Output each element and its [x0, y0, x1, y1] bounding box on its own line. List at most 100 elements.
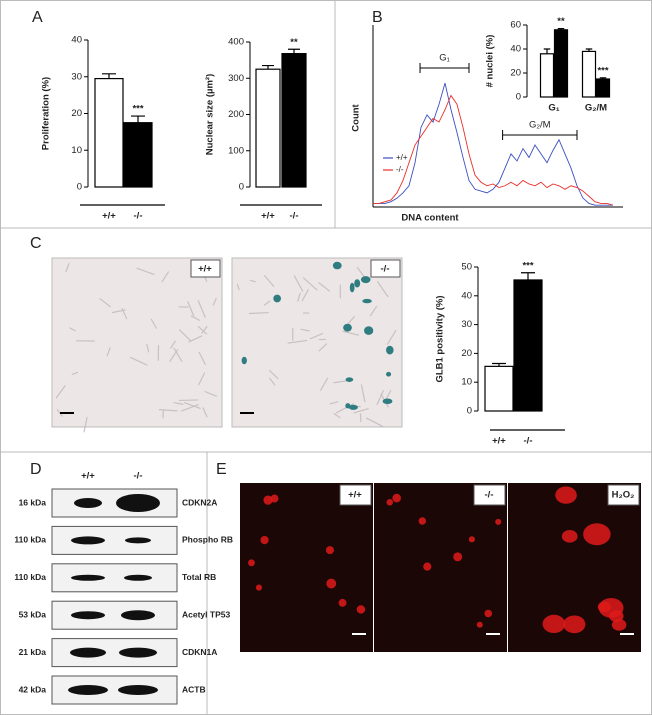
cell — [309, 332, 323, 340]
x-tick-label: +/+ — [492, 436, 506, 447]
cell — [287, 339, 308, 344]
bar — [539, 53, 555, 98]
error-bar — [492, 362, 506, 367]
cell — [169, 340, 177, 349]
image-label: H₂O₂ — [612, 490, 635, 501]
y-tick-label: 10 — [71, 145, 82, 156]
y-tick-label: 200 — [228, 109, 244, 120]
x-tick-label: -/- — [524, 436, 533, 447]
cell — [106, 347, 111, 357]
cell — [129, 356, 148, 366]
lane-label: +/+ — [81, 471, 95, 482]
cell — [202, 407, 208, 418]
label-box — [190, 259, 221, 278]
nucleus — [260, 535, 269, 545]
cell — [150, 318, 158, 329]
y-axis-label: Count — [351, 103, 362, 131]
y-tick-label: 300 — [228, 73, 244, 84]
nucleus — [248, 559, 255, 567]
label-box — [473, 484, 506, 506]
y-tick-label: 400 — [228, 37, 244, 48]
error-bar — [288, 48, 300, 54]
legend-label: -/- — [396, 165, 404, 174]
band — [71, 536, 105, 545]
protein-label: CDKN1A — [182, 647, 217, 657]
nucleus — [418, 517, 427, 525]
y-tick-label: 40 — [510, 44, 521, 55]
error-bar — [102, 73, 116, 79]
stained-cell — [364, 326, 374, 335]
y-tick-label: 20 — [71, 108, 82, 119]
nucleus — [542, 614, 566, 634]
x-tick-label: -/- — [290, 211, 299, 222]
cell — [376, 281, 389, 298]
nucleus — [453, 552, 463, 562]
blot-strip — [51, 600, 178, 630]
stained-cell — [354, 279, 361, 288]
cell — [158, 409, 178, 412]
cell — [99, 297, 111, 308]
molecular-weight: 21 kDa — [19, 647, 47, 657]
cell — [386, 329, 397, 345]
y-tick-label: 0 — [467, 406, 472, 417]
y-tick-label: 20 — [461, 348, 472, 359]
band — [118, 685, 158, 695]
cell — [146, 343, 150, 353]
cell — [342, 330, 360, 336]
error-bar — [521, 272, 535, 280]
panel-label: C — [30, 235, 42, 252]
y-axis-label: GLB1 positivity (%) — [435, 295, 446, 382]
protein-label: ACTB — [182, 684, 206, 694]
band — [124, 574, 152, 581]
nucleus — [392, 493, 401, 503]
cell — [65, 263, 70, 273]
bar — [553, 29, 569, 98]
cell — [173, 347, 183, 363]
error-bar — [557, 28, 565, 30]
y-tick-label: 50 — [461, 262, 472, 273]
stained-cell — [386, 345, 394, 355]
band — [68, 685, 108, 695]
cell — [268, 369, 279, 380]
cell — [293, 275, 304, 293]
x-tick-label: +/+ — [261, 211, 275, 222]
nucleus — [583, 523, 611, 546]
molecular-weight: 53 kDa — [19, 609, 47, 619]
cell — [197, 300, 206, 318]
cell — [369, 305, 378, 317]
y-axis-label: Proliferation (%) — [41, 77, 52, 150]
cell — [173, 401, 184, 405]
band — [119, 647, 157, 658]
cell — [121, 307, 128, 320]
region-label: G₁ — [439, 53, 450, 64]
stained-cell — [382, 398, 393, 405]
panel-label: B — [372, 9, 383, 26]
nucleus — [326, 578, 337, 589]
band — [74, 498, 102, 508]
cell — [301, 289, 309, 302]
band — [125, 537, 151, 544]
cell — [236, 283, 240, 291]
label-box — [370, 259, 401, 278]
cell — [56, 409, 63, 417]
cell — [69, 327, 76, 332]
nucleus — [563, 615, 586, 634]
cell — [169, 348, 179, 363]
cell — [376, 389, 385, 406]
stained-cell — [241, 356, 247, 365]
micrograph — [51, 257, 223, 428]
line-series — [373, 94, 614, 206]
y-tick-label: 0 — [77, 182, 82, 193]
error-bar — [262, 64, 274, 70]
nucleus — [338, 598, 347, 607]
protein-label: Acetyl TP53 — [182, 609, 230, 619]
protein-label: Phospho RB — [182, 535, 233, 545]
cell — [201, 325, 208, 335]
cell — [268, 377, 276, 386]
significance-label: ** — [557, 16, 565, 27]
stained-cell — [343, 323, 352, 332]
cell — [263, 300, 271, 306]
y-axis-label: # nuclei (%) — [485, 35, 496, 88]
y-tick-label: 40 — [461, 290, 472, 301]
